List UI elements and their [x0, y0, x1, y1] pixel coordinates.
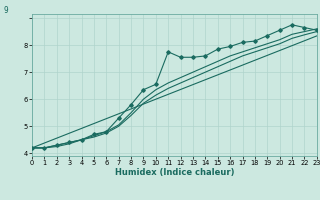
X-axis label: Humidex (Indice chaleur): Humidex (Indice chaleur) [115, 168, 234, 177]
Text: 9: 9 [3, 6, 8, 15]
